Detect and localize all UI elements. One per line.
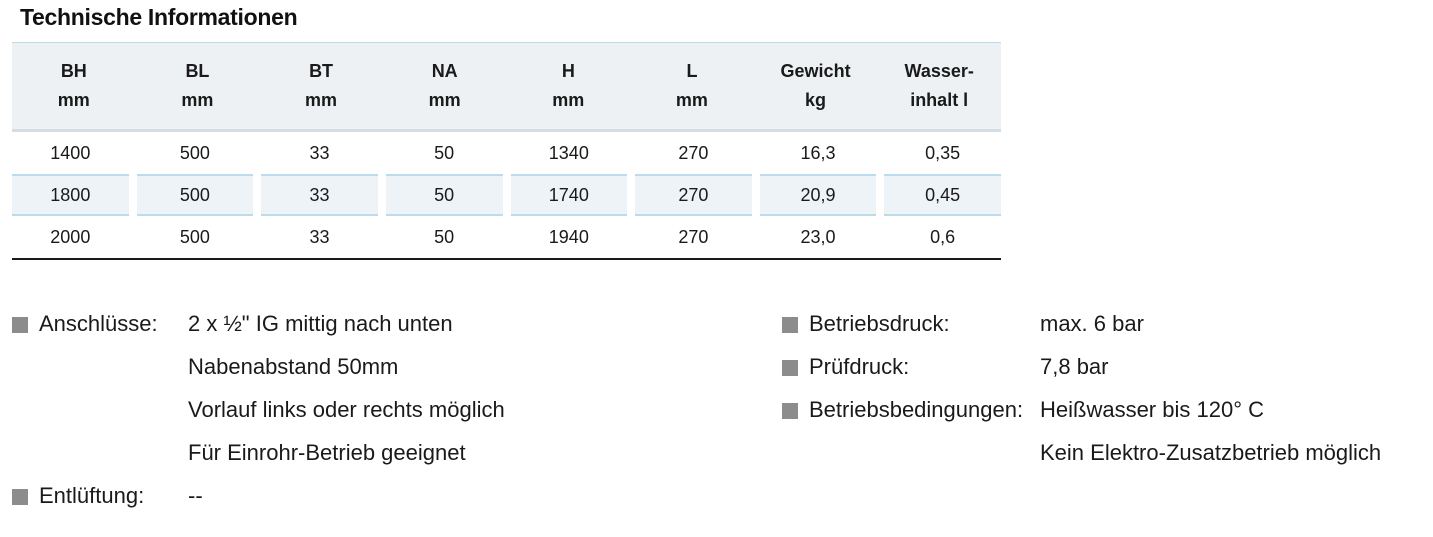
table-cell: 0,35 [925, 142, 961, 163]
header-unit: inhalt l [910, 90, 969, 110]
table-cell: 1340 [548, 142, 589, 163]
header-unit: mm [57, 90, 90, 110]
square-bullet-icon [12, 489, 28, 505]
header-unit: mm [675, 90, 708, 110]
spec-value: -- [188, 483, 203, 508]
spec-label: Prüfdruck: [809, 354, 910, 379]
header-label: BT [309, 61, 334, 81]
table-cell: 270 [678, 142, 709, 163]
header-label: BL [185, 61, 210, 81]
table-row: 1400 500 33 50 1340 270 16,3 0,35 [12, 132, 1001, 174]
spec-label: Entlüftung: [39, 483, 145, 508]
square-bullet-icon [782, 403, 798, 419]
header-unit: mm [428, 90, 461, 110]
table-row: 1800 500 33 50 1740 270 20,9 0,45 [12, 174, 1001, 216]
spec-label: Anschlüsse: [39, 311, 158, 336]
table-row: 2000 500 33 50 1940 270 23,0 0,6 [12, 216, 1001, 260]
spec-values: -- [188, 483, 203, 526]
spec-betriebsdruck: Betriebsdruck: max. 6 bar [782, 307, 1422, 350]
header-unit: kg [805, 90, 827, 110]
table-cell: 50 [434, 142, 455, 163]
table-cell: 50 [434, 226, 455, 247]
table-cell: 33 [261, 174, 378, 216]
header-bh: BH mm [12, 43, 136, 129]
table-cell: 33 [309, 142, 330, 163]
header-label: NA [431, 61, 458, 81]
spec-pruefdruck: Prüfdruck: 7,8 bar [782, 350, 1422, 393]
header-bt: BT mm [259, 43, 383, 129]
spec-betriebsbedingungen: Betriebsbedingungen: Heißwasser bis 120°… [782, 393, 1422, 479]
square-bullet-icon [782, 360, 798, 376]
spec-value: 2 x ½" IG mittig nach unten [188, 311, 453, 336]
table-cell: 500 [179, 226, 210, 247]
table-cell: 50 [385, 174, 503, 216]
table-cell: 1800 [12, 174, 129, 216]
table-cell: 23,0 [800, 226, 836, 247]
square-bullet-icon [12, 317, 28, 333]
table-cell: 1940 [548, 226, 589, 247]
header-unit: mm [305, 90, 338, 110]
spec-entlueftung: Entlüftung: -- [12, 479, 572, 522]
header-unit: mm [552, 90, 585, 110]
header-unit: mm [181, 90, 214, 110]
spec-value: Vorlauf links oder rechts möglich [188, 397, 505, 422]
table-cell: 270 [678, 226, 709, 247]
header-label: Gewicht [780, 61, 851, 81]
spec-values: Heißwasser bis 120° C Kein Elektro-Zusat… [1040, 397, 1381, 483]
specs-left: Anschlüsse: 2 x ½" IG mittig nach unten … [12, 307, 572, 522]
header-label: H [561, 61, 575, 81]
spec-value: max. 6 bar [1040, 311, 1144, 336]
table-cell: 0,45 [884, 174, 1001, 216]
header-label: BH [60, 61, 87, 81]
table-cell: 33 [309, 226, 330, 247]
spec-value: 7,8 bar [1040, 354, 1109, 379]
table-cell: 1740 [510, 174, 628, 216]
spec-values: max. 6 bar [1040, 311, 1144, 354]
header-gewicht: Gewicht kg [754, 43, 878, 129]
spec-label: Betriebsdruck: [809, 311, 950, 336]
table-cell: 500 [136, 174, 254, 216]
spec-value: Heißwasser bis 120° C [1040, 397, 1264, 422]
table-cell: 20,9 [759, 174, 877, 216]
header-label: Wasser- [904, 61, 974, 81]
table-cell: 16,3 [800, 142, 836, 163]
table-cell: 500 [179, 142, 210, 163]
square-bullet-icon [782, 317, 798, 333]
spec-value: Nabenabstand 50mm [188, 354, 399, 379]
page-title: Technische Informationen [20, 4, 298, 30]
spec-value: Kein Elektro-Zusatzbetrieb möglich [1040, 440, 1382, 465]
header-bl: BL mm [136, 43, 260, 129]
spec-values: 7,8 bar [1040, 354, 1109, 397]
table-cell: 0,6 [930, 226, 956, 247]
table-cell: 2000 [50, 226, 91, 247]
header-na: NA mm [383, 43, 507, 129]
spec-value: Für Einrohr-Betrieb geeignet [188, 440, 466, 465]
specs-right: Betriebsdruck: max. 6 bar Prüfdruck: 7,8… [782, 307, 1422, 479]
spec-anschluesse: Anschlüsse: 2 x ½" IG mittig nach unten … [12, 307, 572, 479]
spec-values: 2 x ½" IG mittig nach unten Nabenabstand… [188, 311, 505, 483]
header-wasserinhalt: Wasser-inhalt l [877, 43, 1001, 129]
header-label: L [686, 61, 698, 81]
spec-label: Betriebsbedingungen: [809, 397, 1024, 422]
table-cell: 270 [635, 174, 752, 216]
table-cell: 1400 [50, 142, 91, 163]
